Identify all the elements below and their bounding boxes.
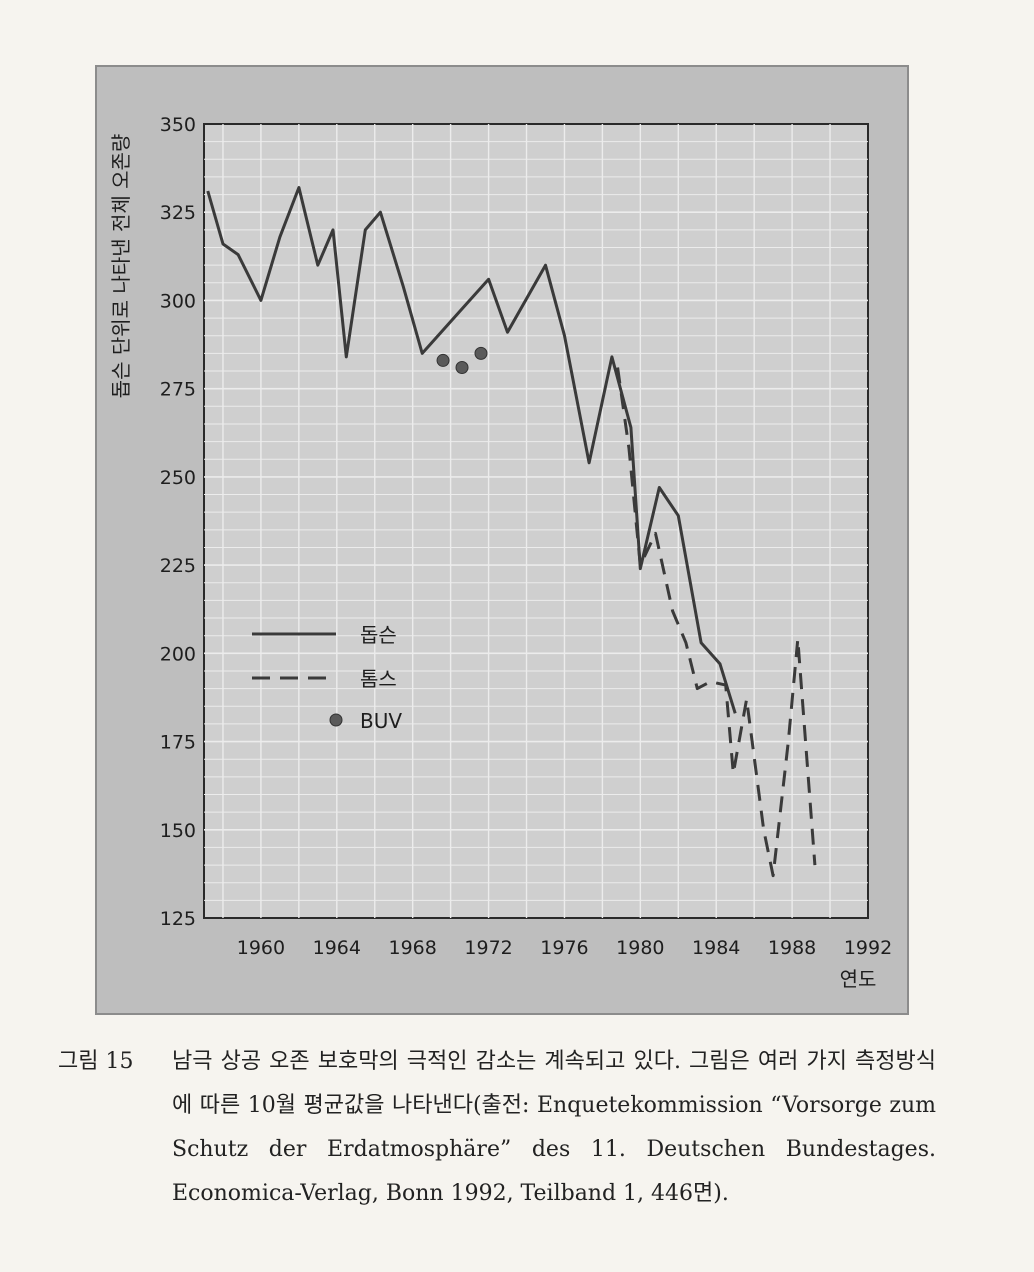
x-axis-title: 연도 [840,967,877,991]
y-tick-label: 300 [160,290,196,312]
x-tick-label: 1968 [389,937,437,959]
buv-point [436,353,450,367]
legend: 돕슨 톰스 BUV [252,623,402,733]
series-layer [206,186,817,878]
legend-marker-swatch [329,713,343,727]
x-tick-label: 1960 [237,937,285,959]
buv-point [474,346,488,360]
x-tick-label: 1992 [844,937,892,959]
caption-label: 그림 15 [58,1049,134,1074]
y-tick-label: 175 [160,732,196,754]
x-tick-label: 1980 [616,937,664,959]
y-tick-label: 275 [160,379,196,401]
y-axis-title: 돕슨 단위로 나타낸 전체 오존량 [109,134,133,399]
y-tick-labels: 125 150 175 200 225 250 275 300 325 350 [160,114,196,930]
legend-label-toms: 톰스 [360,667,397,691]
y-tick-label: 250 [160,467,196,489]
y-tick-label: 325 [160,202,196,224]
toms-series-line [616,367,817,878]
y-tick-label: 150 [160,820,196,842]
x-tick-label: 1984 [692,937,740,959]
caption-text: 남극 상공 오존 보호막의 극적인 감소는 계속되고 있다. 그림은 여러 가지… [172,1049,936,1206]
x-tick-label: 1988 [768,937,816,959]
x-tick-label: 1976 [540,937,588,959]
plot-area [203,123,869,919]
y-tick-label: 200 [160,643,196,665]
y-tick-label: 350 [160,114,196,136]
x-tick-label: 1964 [313,937,361,959]
grid [204,124,868,918]
buv-point [455,360,469,374]
legend-label-buv: BUV [360,709,402,733]
x-tick-label: 1972 [464,937,512,959]
x-tick-labels: 1960 1964 1968 1972 1976 1980 1984 1988 1992 [237,937,892,959]
dobson-series-line [206,186,737,714]
y-tick-label: 125 [160,908,196,930]
legend-label-dobson: 돕슨 [360,623,397,647]
y-tick-label: 225 [160,555,196,577]
